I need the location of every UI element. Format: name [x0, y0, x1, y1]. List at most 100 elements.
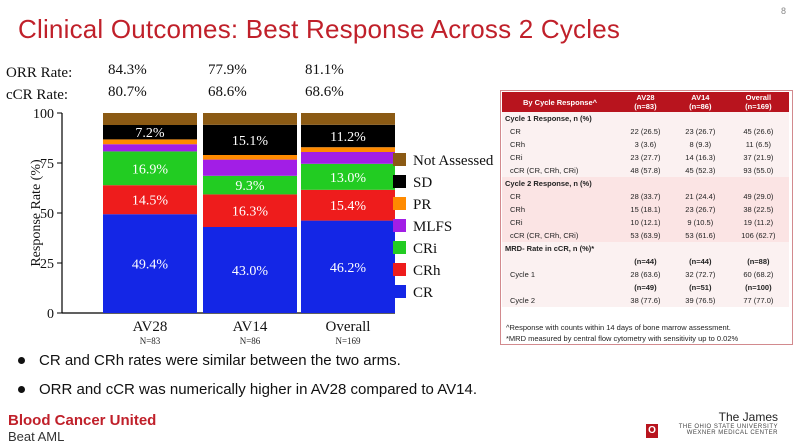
y-tick-label: 25 [40, 257, 54, 272]
table-row: CRh 15 (18.1) 23 (26.7) 38 (22.5) [502, 203, 789, 216]
orr-value-av14: 77.9% [208, 62, 247, 78]
data-label: 46.2% [330, 261, 367, 276]
legend-swatch [393, 197, 406, 210]
table-row: CRi 10 (12.1) 9 (10.5) 19 (11.2) [502, 216, 789, 229]
legend-label: CRh [413, 263, 441, 279]
table-row: CRi 23 (27.7) 14 (16.3) 37 (21.9) [502, 151, 789, 164]
bullet-item: ORR and cCR was numerically higher in AV… [18, 381, 477, 398]
bar-segment-mlfs [103, 144, 197, 152]
data-label: 11.2% [330, 130, 366, 145]
legend-swatch [393, 153, 406, 166]
table-note-2: *MRD measured by central flow cytometry … [506, 334, 739, 343]
table-row: CR 28 (33.7) 21 (24.4) 49 (29.0) [502, 190, 789, 203]
institution-line-2: THE OHIO STATE UNIVERSITY [678, 424, 778, 430]
bar-segment-mlfs [301, 152, 395, 164]
data-label: 15.4% [330, 199, 367, 214]
x-tick-label: AV14 [233, 319, 268, 335]
ccr-label: cCR Rate: [6, 87, 69, 103]
table-row: cCR (CR, CRh, CRi) 53 (63.9) 53 (61.6) 106 … [502, 229, 789, 242]
table-notes: ^Response with counts within 14 days of … [506, 322, 738, 344]
y-tick-label: 75 [40, 157, 54, 172]
table-note-1: ^Response with counts within 14 days of … [506, 323, 731, 332]
osu-block-o-icon: O [646, 424, 658, 438]
bar-segment-not-assessed [103, 113, 197, 125]
table-header-overall: Overall (n=169) [727, 92, 789, 112]
x-tick-label: Overall [326, 319, 371, 335]
brand-line-2: Beat AML [8, 429, 65, 444]
bullet-dot-icon [18, 357, 25, 364]
bar-segment-pr [301, 147, 395, 152]
data-label: 9.3% [235, 179, 265, 194]
legend-swatch [393, 219, 406, 232]
bar-segment-cri [203, 175, 297, 195]
bar-segment-pr [203, 155, 297, 160]
bar-segment-sd [203, 124, 297, 155]
legend-swatch [393, 241, 406, 254]
orr-label: ORR Rate: [6, 65, 73, 81]
x-n-label: N=169 [335, 336, 361, 346]
bar-segment-cr [203, 227, 297, 313]
brand-logo: Blood Cancer United Beat AML [8, 412, 156, 444]
legend-swatch [393, 285, 406, 298]
bar-segment-crh [103, 185, 197, 215]
bar-segment-sd [103, 125, 197, 140]
bar-segment-pr [103, 139, 197, 145]
legend-label: MLFS [413, 219, 452, 235]
table-row: Cycle 2 38 (77.6) 39 (76.5) 77 (77.0) [502, 294, 789, 307]
legend-label: CR [413, 285, 433, 301]
bar-segment-cri [103, 151, 197, 186]
bar-segment-cri [301, 163, 395, 190]
bullet-item: CR and CRh rates were similar between th… [18, 352, 477, 369]
table-row: CR 22 (26.5) 23 (26.7) 45 (26.6) [502, 125, 789, 138]
bullet-dot-icon [18, 386, 25, 393]
bar-segment-cr [301, 220, 395, 313]
x-n-label: N=83 [140, 336, 161, 346]
y-tick-label: 0 [47, 307, 54, 322]
data-label: 13.0% [330, 171, 367, 186]
bar-segment-crh [203, 194, 297, 227]
bar-segment-mlfs [203, 159, 297, 176]
bullet-list: CR and CRh rates were similar between th… [18, 352, 477, 410]
table-row: cCR (CR, CRh, CRi) 48 (57.8) 45 (52.3) 93 (… [502, 164, 789, 177]
data-label: 14.5% [132, 194, 169, 209]
ccr-value-av14: 68.6% [208, 84, 247, 100]
page-number: 8 [780, 6, 786, 16]
legend-swatch [393, 263, 406, 276]
legend-label: SD [413, 175, 432, 191]
y-tick-label: 100 [33, 107, 54, 122]
data-label: 16.9% [132, 162, 169, 177]
cycle1-title-row: Cycle 1 Response, n (%) [502, 112, 789, 125]
bar-segment-sd [301, 124, 395, 148]
y-tick-label: 50 [40, 207, 54, 222]
cycle2-title-row: Cycle 2 Response, n (%) [502, 177, 789, 190]
table-row: (n=49) (n=51) (n=100) [502, 281, 789, 294]
y-axis-label: Response Rate (%) [29, 159, 44, 267]
table-row: CRh 3 (3.6) 8 (9.3) 11 (6.5) [502, 138, 789, 151]
mrd-title-row: MRD- Rate in cCR, n (%)* [502, 242, 789, 255]
table-header-av28: AV28 (n=83) [618, 92, 673, 112]
x-n-label: N=86 [240, 336, 261, 346]
data-label: 7.2% [135, 126, 165, 141]
table-row: (n=44) (n=44) (n=88) [502, 255, 789, 268]
data-label: 43.0% [232, 264, 269, 279]
legend-swatch [393, 175, 406, 188]
slide-title: Clinical Outcomes: Best Response Across … [18, 14, 621, 44]
table-row: Cycle 1 28 (63.6) 32 (72.7) 60 (68.2) [502, 268, 789, 281]
response-table-frame [500, 90, 793, 345]
response-table: By Cycle Response^ AV28 (n=83) AV14 (n=86)… [502, 92, 789, 307]
table-header-label: By Cycle Response^ [502, 92, 618, 112]
data-label: 15.1% [232, 134, 269, 149]
brand-line-1: Blood Cancer United [8, 412, 157, 429]
legend-label: PR [413, 197, 431, 213]
ccr-value-av28: 80.7% [108, 84, 147, 100]
x-tick-label: AV28 [133, 319, 168, 335]
institution-line-1: The James [718, 410, 778, 424]
table-header-av14: AV14 (n=86) [672, 92, 728, 112]
data-label: 16.3% [232, 205, 269, 220]
bar-segment-crh [301, 189, 395, 221]
bar-segment-cr [103, 214, 197, 313]
institution-line-3: WEXNER MEDICAL CENTER [686, 430, 778, 436]
ccr-value-overall: 68.6% [305, 84, 344, 100]
bar-segment-not-assessed [203, 113, 297, 125]
